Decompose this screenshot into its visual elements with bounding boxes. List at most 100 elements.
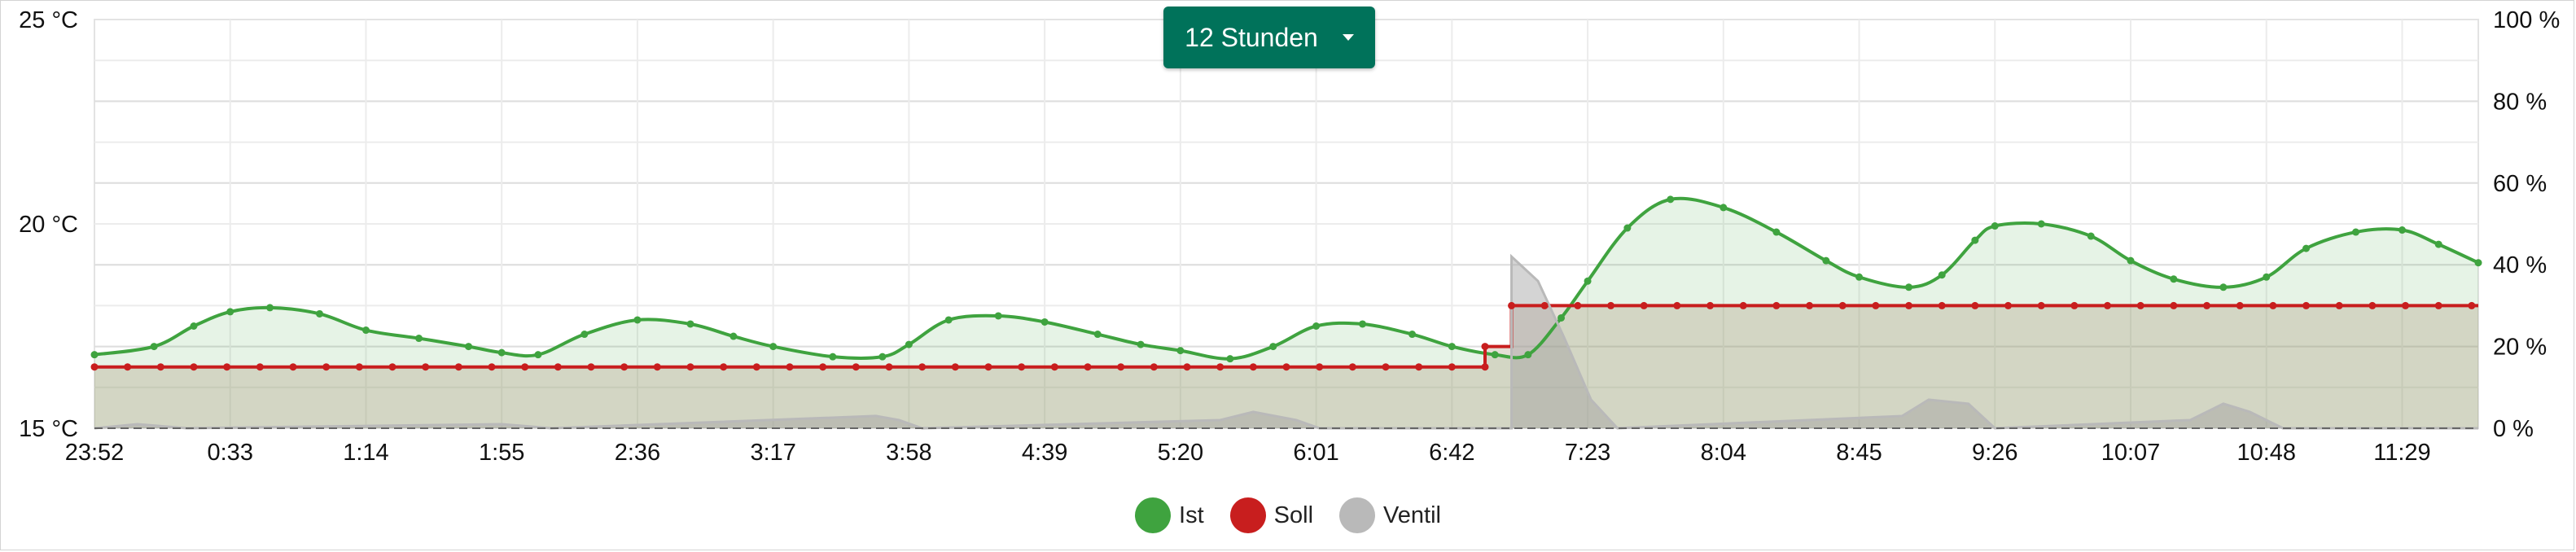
data-point-ist [1226, 355, 1234, 363]
legend-dot-soll-icon [1229, 497, 1266, 533]
data-point-ist [1408, 331, 1417, 339]
axes: 23:52 0:33 1:14 1:55 2:36 3:17 3:58 4:39 5:20 6:0… [19, 7, 2560, 466]
data-point-ist [1971, 236, 1979, 244]
data-point-soll [2170, 301, 2178, 309]
data-point-soll [1084, 363, 1092, 371]
y-right-tick-label: 20 % [2493, 335, 2547, 361]
range-dropdown-label: 12 Stunden [1185, 22, 1318, 52]
data-point-soll [1706, 301, 1715, 309]
y-left-tick-label: 25 °C [19, 7, 78, 33]
data-point-ist [729, 332, 738, 340]
legend-item-soll[interactable]: Soll [1229, 497, 1313, 533]
caret-down-icon [1342, 34, 1354, 41]
data-point-soll [720, 363, 728, 371]
data-point-ist [90, 351, 99, 359]
data-point-ist [1524, 351, 1532, 359]
data-point-ist [1040, 318, 1049, 326]
data-point-soll [223, 363, 231, 371]
data-point-ist [905, 340, 913, 348]
legend: Ist Soll Ventil [0, 492, 2576, 539]
data-point-ist [994, 312, 1002, 320]
data-point-soll [1607, 301, 1615, 309]
data-point-soll [422, 363, 430, 371]
x-tick-label: 10:07 [2101, 440, 2161, 466]
x-tick-label: 10:48 [2236, 440, 2296, 466]
data-point-ist [2127, 256, 2135, 265]
data-point-ist [2352, 228, 2360, 236]
data-point-soll [90, 363, 99, 371]
data-point-ist [226, 308, 234, 316]
data-point-soll [1448, 363, 1456, 371]
series-area-ventil [94, 256, 2478, 428]
data-point-ist [1667, 195, 1675, 204]
data-point-ist [1905, 283, 1913, 291]
data-point-ist [1137, 340, 1145, 348]
data-point-soll [1481, 363, 1489, 371]
data-point-soll [686, 363, 694, 371]
data-point-soll [2302, 301, 2311, 309]
data-point-soll [2203, 301, 2211, 309]
data-point-soll [1640, 301, 1648, 309]
data-point-ist [1772, 228, 1781, 236]
data-point-ist [2219, 283, 2228, 291]
data-point-soll [322, 363, 331, 371]
data-point-ist [633, 316, 642, 324]
legend-item-ist[interactable]: Ist [1135, 497, 1204, 533]
data-point-ist [1491, 351, 1499, 359]
y-right-tick-label: 100 % [2493, 7, 2560, 33]
series-area-ist [94, 198, 2478, 428]
data-point-soll [2004, 301, 2013, 309]
data-point-soll [587, 363, 595, 371]
data-point-soll [620, 363, 629, 371]
data-point-ist [1720, 204, 1728, 212]
data-point-ist [944, 316, 953, 324]
data-point-soll [1574, 301, 1582, 309]
data-point-ist [415, 335, 423, 343]
data-point-soll [2236, 301, 2244, 309]
data-point-soll [2368, 301, 2377, 309]
data-point-ist [1584, 277, 1592, 285]
data-point-soll [1183, 363, 1191, 371]
data-point-soll [1872, 301, 1880, 309]
x-tick-label: 3:17 [750, 440, 795, 466]
x-tick-label: 9:26 [1972, 440, 2017, 466]
data-point-soll [1150, 363, 1158, 371]
x-tick-label: 11:29 [2373, 440, 2430, 466]
data-point-soll [1971, 301, 1979, 309]
data-point-ist [1312, 322, 1321, 330]
data-point-soll [388, 363, 396, 371]
data-point-ist [1448, 343, 1456, 351]
data-point-soll [1316, 363, 1324, 371]
data-point-soll [1282, 363, 1290, 371]
data-point-ist [1938, 271, 1946, 279]
x-tick-label: 6:42 [1429, 440, 1474, 466]
data-point-soll [1415, 363, 1423, 371]
data-point-soll [190, 363, 198, 371]
data-point-ist [2263, 273, 2271, 281]
data-point-soll [289, 363, 297, 371]
x-tick-label: 1:55 [479, 440, 524, 466]
data-point-soll [1249, 363, 1257, 371]
legend-label-ventil: Ventil [1383, 502, 1441, 528]
data-point-ist [534, 351, 542, 359]
data-point-ist [361, 326, 370, 335]
data-point-soll [1938, 301, 1946, 309]
data-point-ist [2434, 240, 2442, 248]
x-tick-label: 0:33 [208, 440, 253, 466]
data-point-soll [256, 363, 264, 371]
legend-item-ventil[interactable]: Ventil [1339, 497, 1441, 533]
data-point-soll [885, 363, 893, 371]
data-point-ist [580, 331, 589, 339]
x-tick-label: 6:01 [1293, 440, 1338, 466]
data-point-soll [2104, 301, 2112, 309]
data-point-soll [2136, 301, 2144, 309]
data-point-ist [1623, 224, 1632, 232]
data-point-soll [1508, 301, 1516, 309]
data-point-soll [2402, 301, 2410, 309]
data-point-ist [497, 348, 506, 357]
data-point-ist [2087, 232, 2095, 240]
data-point-ist [190, 322, 198, 330]
range-dropdown-button[interactable]: 12 Stunden [1163, 7, 1375, 68]
